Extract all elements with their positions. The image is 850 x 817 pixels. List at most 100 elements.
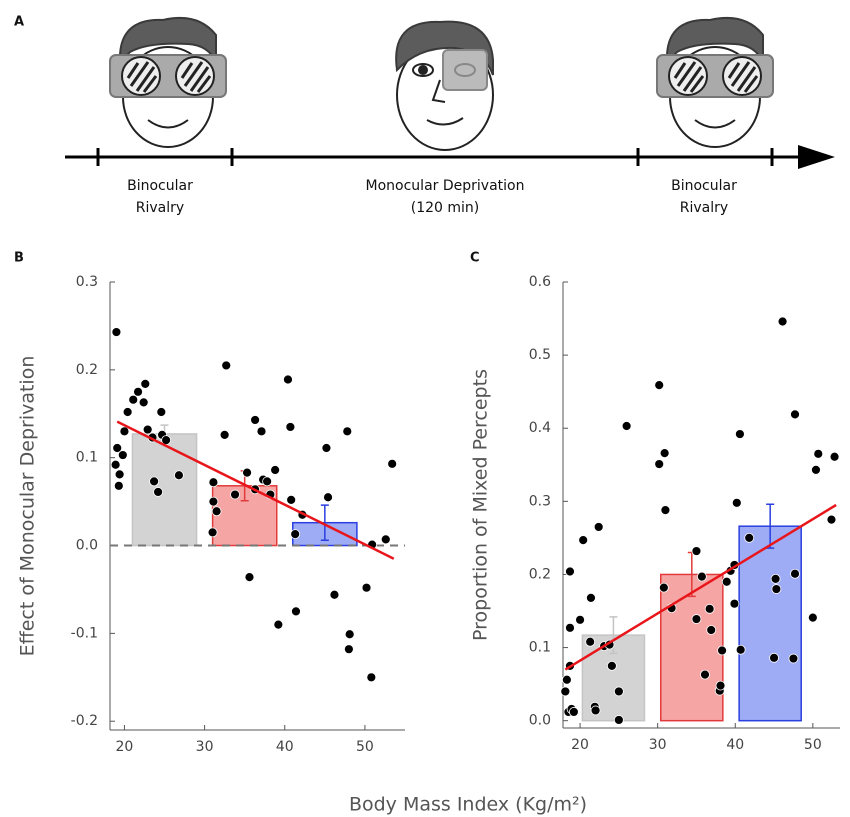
stage-label: Rivalry (680, 200, 728, 216)
stage-label: Binocular (671, 178, 737, 194)
y-tick-label: 0.5 (529, 347, 551, 363)
scatter-point (207, 527, 218, 538)
scatter-point (560, 686, 571, 697)
y-tick-label: -0.2 (71, 713, 98, 729)
scatter-point (790, 568, 800, 579)
x-tick-label: 20 (116, 739, 134, 755)
scatter-point (565, 622, 575, 633)
scatter-point (585, 636, 596, 647)
stage-label: Rivalry (136, 200, 184, 216)
fit-line (564, 503, 837, 671)
scatter-point (262, 476, 273, 487)
scatter-point (654, 380, 665, 390)
error-bar (320, 504, 329, 542)
scatter-point (700, 669, 710, 680)
scatter-point (285, 422, 296, 432)
y-tick-label: 0.6 (529, 274, 551, 290)
scatter-point (621, 421, 632, 431)
scatter-point (770, 573, 781, 584)
scatter-point (273, 619, 284, 630)
scatter-point (565, 566, 575, 577)
scatter-point (112, 443, 123, 453)
scatter-point (717, 645, 727, 656)
scatter-point (593, 522, 604, 532)
panel-label: A (14, 15, 24, 30)
scatter-point (256, 426, 267, 437)
scatter-point (323, 492, 333, 503)
scatter-point (590, 705, 601, 716)
scatter-point (715, 680, 726, 691)
scatter-point (113, 480, 124, 491)
scatter-point (771, 584, 782, 594)
x-axis-label: Body Mass Index (Kg/m²) (349, 794, 587, 816)
stage-label: (120 min) (411, 200, 480, 216)
scatter-point (244, 572, 255, 583)
x-tick-label: 40 (276, 739, 294, 755)
panel-label: B (14, 251, 24, 266)
scatter-point (142, 424, 153, 435)
scatter-point (744, 533, 755, 543)
scatter-point (286, 494, 297, 505)
scatter-point (361, 582, 372, 593)
scatter-point (691, 614, 702, 624)
scatter-point (122, 407, 133, 417)
scatter-point (138, 397, 149, 408)
scatter-point (561, 674, 572, 685)
scatter-point (283, 374, 293, 385)
y-tick-label: 0.3 (529, 493, 551, 509)
y-tick-label: 0.3 (76, 274, 98, 290)
y-tick-label: 0.1 (529, 640, 551, 656)
scatter-point (568, 707, 579, 717)
scatter-point (174, 470, 184, 481)
scatter-point (790, 409, 800, 420)
x-tick-label: 40 (726, 737, 744, 753)
scatter-point (153, 487, 163, 497)
scatter-point (696, 571, 707, 582)
scatter-point (813, 448, 824, 459)
scatter-point (735, 644, 746, 655)
scatter-point (270, 465, 281, 475)
scatter-point (658, 582, 669, 593)
scatter-point (578, 535, 589, 545)
scatter-point (366, 672, 377, 683)
scatter-point (342, 426, 353, 437)
scatter-point (586, 592, 596, 603)
scatter-point (329, 589, 340, 600)
scatter-point (691, 546, 702, 556)
scatter-point (777, 316, 788, 327)
scatter-point (387, 458, 398, 469)
scatter-point (219, 429, 230, 440)
scatter-point (811, 465, 821, 475)
y-tick-label: 0.0 (76, 538, 98, 554)
scatter-point (156, 407, 167, 417)
scatter-point (380, 534, 391, 545)
scatter-point (731, 497, 742, 508)
scatter-point (735, 429, 745, 439)
y-tick-label: 0.0 (529, 713, 551, 729)
bar (738, 525, 802, 722)
scatter-point (729, 598, 740, 609)
scatter-point (111, 327, 122, 337)
scatter-point (128, 394, 139, 405)
scatter-point (290, 529, 301, 540)
scatter-point (660, 505, 671, 516)
y-tick-label: 0.4 (529, 420, 551, 436)
y-tick-label: -0.1 (71, 625, 98, 641)
scatter-point (321, 443, 332, 453)
panel-label: C (470, 251, 480, 266)
scatter-point (826, 514, 837, 525)
x-tick-label: 50 (804, 737, 822, 753)
timeline (65, 145, 835, 169)
scatter-point (211, 506, 222, 517)
scatter-point (291, 606, 301, 617)
scatter-point (769, 652, 779, 663)
y-axis-label: Proportion of Mixed Percepts (470, 369, 492, 641)
scatter-point (230, 489, 240, 500)
scatter-point (659, 448, 670, 458)
scatter-point (613, 686, 624, 697)
y-axis-label: Effect of Monocular Deprivation (17, 356, 39, 657)
scatter-point (250, 415, 260, 425)
fit-line (116, 420, 395, 560)
scatter-point (114, 469, 125, 480)
